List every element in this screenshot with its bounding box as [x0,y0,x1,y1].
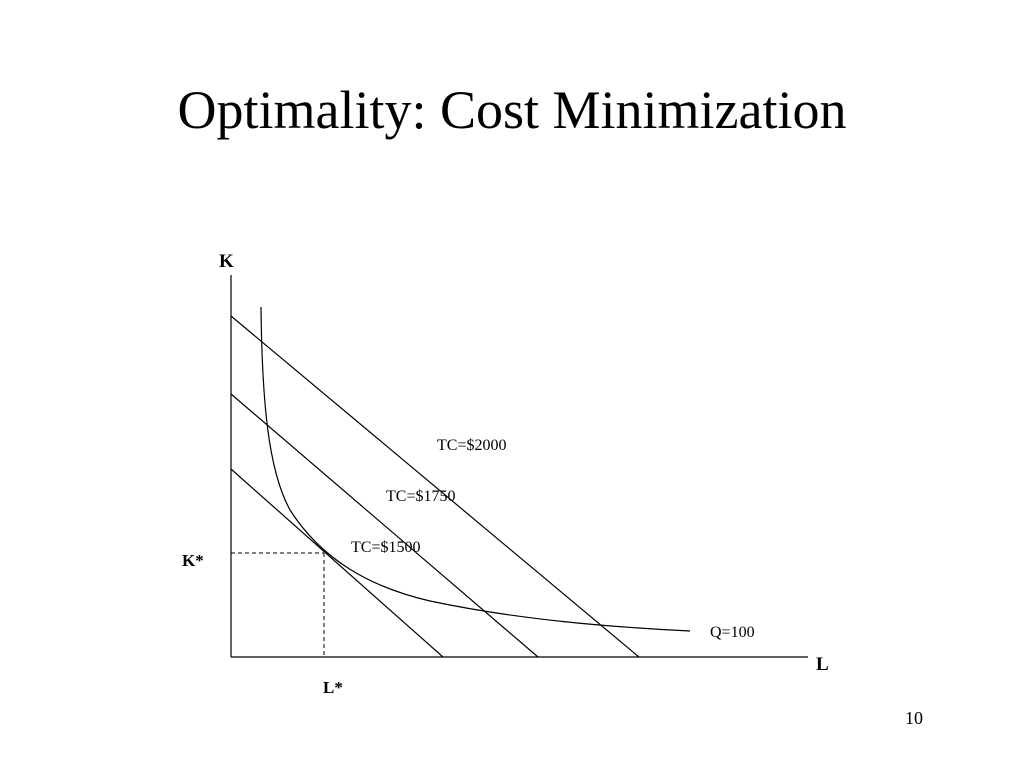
isocost-line-1750 [230,393,539,658]
page-number: 10 [905,708,923,728]
isocost-label-1500: TC=$1500 [351,539,420,556]
l-star-label: L* [323,678,343,697]
isocost-line-1500 [230,468,444,658]
k-star-label: K* [182,551,204,570]
isocost-label-2000: TC=$2000 [437,437,506,454]
isocost-label-1750: TC=$1750 [386,488,455,505]
slide-title: Optimality: Cost Minimization [177,80,847,140]
y-axis-label: K [219,251,234,272]
isoquant-label: Q=100 [710,624,755,641]
isoquant-curve [260,306,691,632]
isocost-line-2000 [230,315,640,658]
x-axis-label: L [816,654,829,675]
